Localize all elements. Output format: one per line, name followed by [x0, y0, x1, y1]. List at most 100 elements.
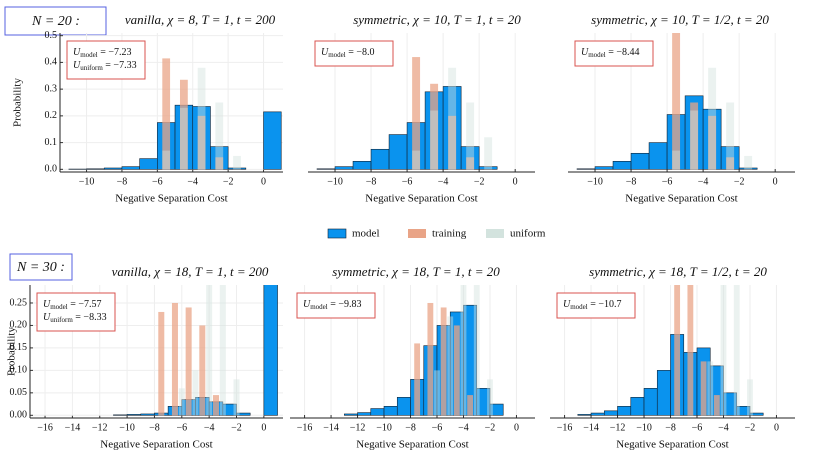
x-tick-label: −10 — [327, 176, 343, 187]
x-tick-label: −2 — [485, 422, 496, 433]
bar — [603, 410, 618, 416]
bar — [197, 115, 206, 170]
bar — [590, 412, 605, 416]
legend-swatch — [408, 229, 426, 238]
x-tick-label: −6 — [432, 422, 443, 433]
bar — [447, 316, 454, 416]
chart-title: symmetric, χ = 18, T = 1, t = 20 — [332, 264, 500, 279]
x-tick-label: −2 — [474, 176, 485, 187]
bar — [744, 155, 753, 170]
bar — [467, 395, 474, 416]
bar — [643, 388, 658, 416]
x-tick-label: 0 — [773, 176, 778, 187]
bar — [179, 79, 188, 170]
bar — [430, 83, 439, 170]
bar — [448, 67, 457, 170]
bar — [690, 102, 699, 170]
annotation-value: = −7.57 — [68, 299, 102, 310]
x-tick-label: −8 — [117, 176, 128, 187]
x-axis-label: Negative Separation Cost — [365, 193, 477, 205]
annotation: Umodel = −7.57 — [43, 299, 102, 310]
bar — [140, 413, 155, 416]
x-tick-label: 0 — [774, 422, 779, 433]
bar — [171, 302, 178, 416]
annotation-box — [556, 292, 636, 319]
bar — [434, 370, 440, 416]
bar — [233, 379, 240, 416]
x-tick-label: −4 — [698, 176, 709, 187]
bar — [448, 115, 457, 170]
bar — [414, 343, 421, 416]
annotation-subscript: model — [570, 303, 588, 311]
x-tick-label: −8 — [366, 176, 377, 187]
annotation-subscript: model — [328, 51, 346, 59]
bar — [453, 325, 460, 416]
bar — [236, 412, 251, 416]
legend-label: training — [432, 228, 467, 240]
bar — [707, 361, 714, 416]
x-tick-label: −16 — [37, 422, 53, 433]
annotation-box — [314, 40, 394, 67]
bar — [466, 157, 475, 170]
bar — [733, 285, 740, 416]
bar — [687, 285, 694, 416]
bar — [427, 302, 434, 416]
x-tick-label: −16 — [297, 422, 313, 433]
x-tick-label: −12 — [350, 422, 366, 433]
y-tick-label: 0.00 — [10, 410, 28, 421]
bar — [690, 110, 699, 170]
bar — [747, 379, 753, 416]
annotation-symbol: U — [321, 47, 329, 58]
bar — [708, 67, 717, 170]
bar — [736, 406, 751, 416]
plot-area — [113, 285, 278, 416]
x-tick-label: −6 — [662, 176, 673, 187]
bar — [192, 370, 199, 416]
bar — [672, 33, 681, 170]
x-tick-label: −8 — [665, 422, 676, 433]
plot-area — [576, 33, 758, 170]
bar — [263, 111, 282, 170]
bar — [199, 325, 206, 416]
bar — [478, 166, 498, 170]
bar — [630, 152, 650, 170]
bar — [708, 115, 717, 170]
bar — [648, 142, 668, 170]
annotation-subscript: uniform — [80, 64, 103, 72]
annotation-symbol: U — [303, 299, 311, 310]
annotation: Uuniform = −7.33 — [73, 60, 137, 71]
annotation-symbol: U — [581, 47, 589, 58]
bar — [612, 161, 632, 170]
bar — [726, 157, 735, 170]
x-tick-label: −6 — [692, 422, 703, 433]
bar — [656, 370, 671, 416]
bar — [212, 395, 219, 416]
annotation: Uuniform = −8.33 — [43, 312, 107, 323]
annotation-symbol: U — [73, 47, 81, 58]
plot-area — [577, 285, 764, 416]
bar — [630, 397, 645, 416]
bar — [440, 307, 447, 416]
chart-title: vanilla, χ = 18, T = 1, t = 200 — [112, 264, 269, 279]
plot-area — [343, 285, 504, 416]
x-tick-label: −4 — [438, 176, 449, 187]
bar — [334, 166, 354, 170]
bar — [487, 379, 493, 416]
x-tick-label: −4 — [718, 422, 729, 433]
legend-swatch — [327, 228, 347, 239]
y-axis-label: Probability — [12, 78, 24, 127]
bar — [179, 107, 188, 170]
x-tick-label: −14 — [583, 422, 599, 433]
bar — [412, 150, 421, 170]
chart-title: symmetric, χ = 10, T = 1, t = 20 — [353, 12, 521, 27]
annotation: Umodel = −8.0 — [321, 47, 375, 58]
bar — [178, 388, 185, 416]
bar — [263, 285, 278, 416]
chart-title: vanilla, χ = 8, T = 1, t = 200 — [125, 12, 276, 27]
bar — [227, 167, 247, 170]
bar — [489, 403, 504, 416]
bar — [343, 413, 358, 416]
chart-title: symmetric, χ = 18, T = 1/2, t = 20 — [589, 264, 767, 279]
bar — [357, 412, 372, 416]
bar — [197, 67, 206, 170]
